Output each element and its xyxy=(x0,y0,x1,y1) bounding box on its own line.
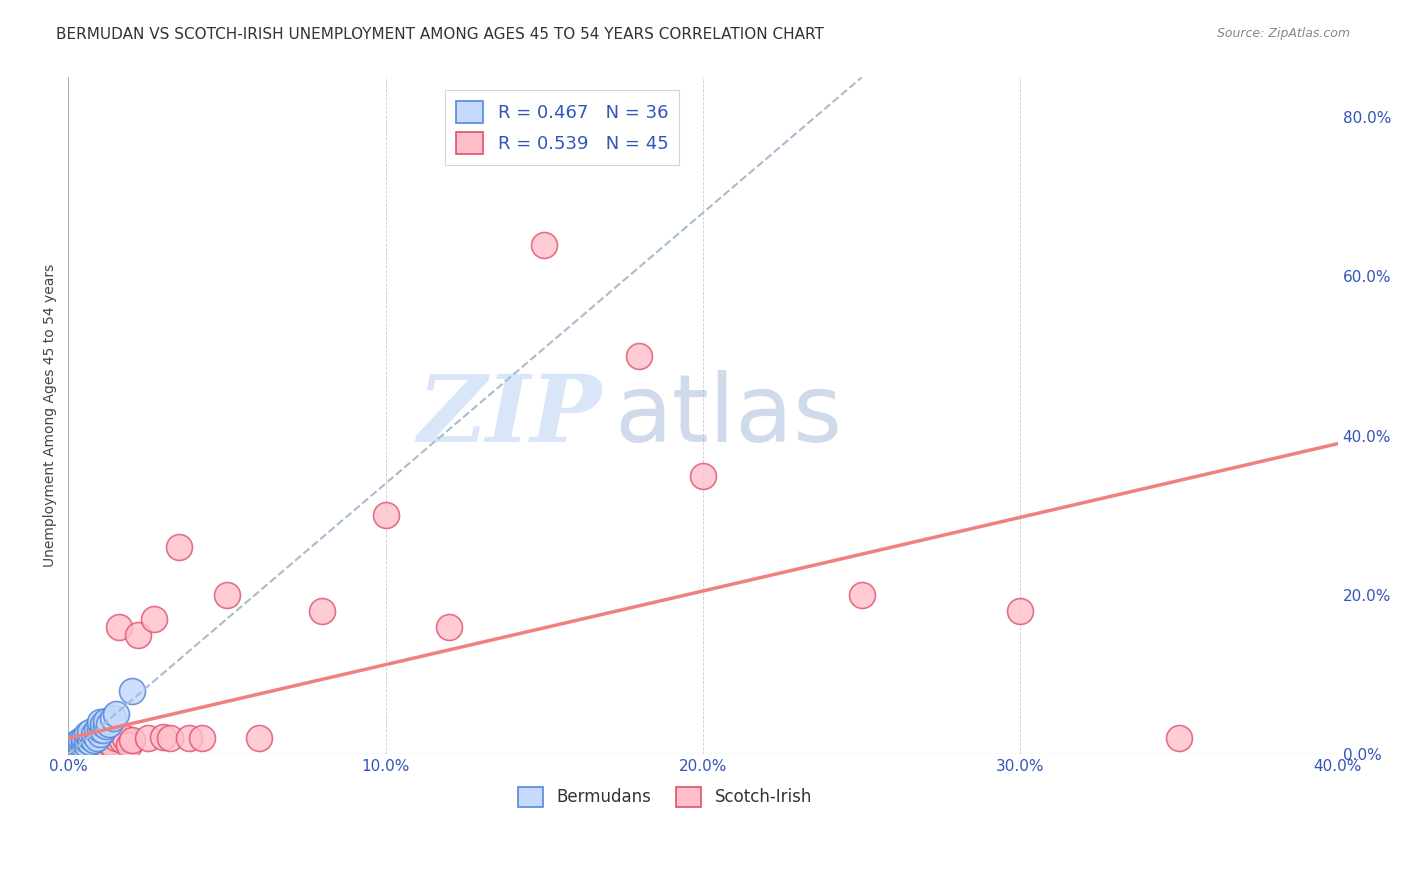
Point xyxy=(89,731,111,746)
Point xyxy=(60,743,83,757)
Point xyxy=(91,717,114,731)
Point xyxy=(66,745,89,759)
Point xyxy=(66,743,89,757)
Point xyxy=(86,738,108,752)
Point xyxy=(152,730,174,744)
Point xyxy=(83,732,105,747)
Point xyxy=(101,711,124,725)
Point xyxy=(628,349,651,363)
Text: ZIP: ZIP xyxy=(418,371,602,461)
Point xyxy=(76,727,98,741)
Point xyxy=(89,715,111,730)
Point xyxy=(79,735,101,749)
Legend: Bermudans, Scotch-Irish: Bermudans, Scotch-Irish xyxy=(512,780,818,814)
Point xyxy=(58,746,80,760)
Point xyxy=(177,731,200,746)
Point xyxy=(73,735,96,749)
Point xyxy=(851,588,873,602)
Point xyxy=(374,508,396,523)
Point xyxy=(96,727,118,741)
Point xyxy=(692,468,714,483)
Point xyxy=(98,735,121,749)
Point xyxy=(83,739,105,754)
Point xyxy=(63,747,86,762)
Point xyxy=(533,237,555,252)
Point xyxy=(73,731,96,746)
Point xyxy=(86,723,108,738)
Point xyxy=(73,743,96,757)
Point xyxy=(73,739,96,754)
Point xyxy=(79,730,101,744)
Point xyxy=(86,731,108,746)
Point xyxy=(142,612,165,626)
Point xyxy=(111,732,134,747)
Point xyxy=(63,740,86,755)
Point xyxy=(60,743,83,757)
Point xyxy=(117,738,139,752)
Point xyxy=(121,683,143,698)
Point xyxy=(58,747,80,762)
Point xyxy=(79,725,101,739)
Point xyxy=(104,707,127,722)
Point xyxy=(215,588,238,602)
Point xyxy=(63,740,86,755)
Point xyxy=(311,604,333,618)
Point xyxy=(190,731,212,746)
Point xyxy=(76,738,98,752)
Text: BERMUDAN VS SCOTCH-IRISH UNEMPLOYMENT AMONG AGES 45 TO 54 YEARS CORRELATION CHAR: BERMUDAN VS SCOTCH-IRISH UNEMPLOYMENT AM… xyxy=(56,27,824,42)
Point xyxy=(70,738,93,752)
Point xyxy=(76,732,98,747)
Text: atlas: atlas xyxy=(614,370,842,462)
Point xyxy=(70,732,93,747)
Point xyxy=(136,731,159,746)
Point xyxy=(98,717,121,731)
Point xyxy=(247,731,270,746)
Point xyxy=(83,732,105,747)
Point xyxy=(60,739,83,754)
Point xyxy=(79,742,101,756)
Point xyxy=(104,731,127,746)
Point xyxy=(89,735,111,749)
Point xyxy=(121,732,143,747)
Point xyxy=(96,719,118,733)
Point xyxy=(63,738,86,752)
Point xyxy=(159,731,181,746)
Point xyxy=(96,732,118,747)
Point xyxy=(437,620,460,634)
Point xyxy=(89,727,111,741)
Point xyxy=(91,723,114,738)
Point xyxy=(1168,731,1191,746)
Point xyxy=(114,731,136,746)
Point xyxy=(89,722,111,736)
Point xyxy=(70,739,93,754)
Point xyxy=(108,620,131,634)
Point xyxy=(76,740,98,755)
Point xyxy=(66,739,89,754)
Point xyxy=(127,628,149,642)
Point xyxy=(70,740,93,755)
Y-axis label: Unemployment Among Ages 45 to 54 years: Unemployment Among Ages 45 to 54 years xyxy=(44,264,58,567)
Text: Source: ZipAtlas.com: Source: ZipAtlas.com xyxy=(1216,27,1350,40)
Point xyxy=(169,540,191,554)
Point xyxy=(91,738,114,752)
Point xyxy=(101,739,124,754)
Point xyxy=(83,727,105,741)
Point xyxy=(1010,604,1032,618)
Point xyxy=(79,735,101,749)
Point xyxy=(66,735,89,749)
Point xyxy=(73,738,96,752)
Point xyxy=(96,714,118,728)
